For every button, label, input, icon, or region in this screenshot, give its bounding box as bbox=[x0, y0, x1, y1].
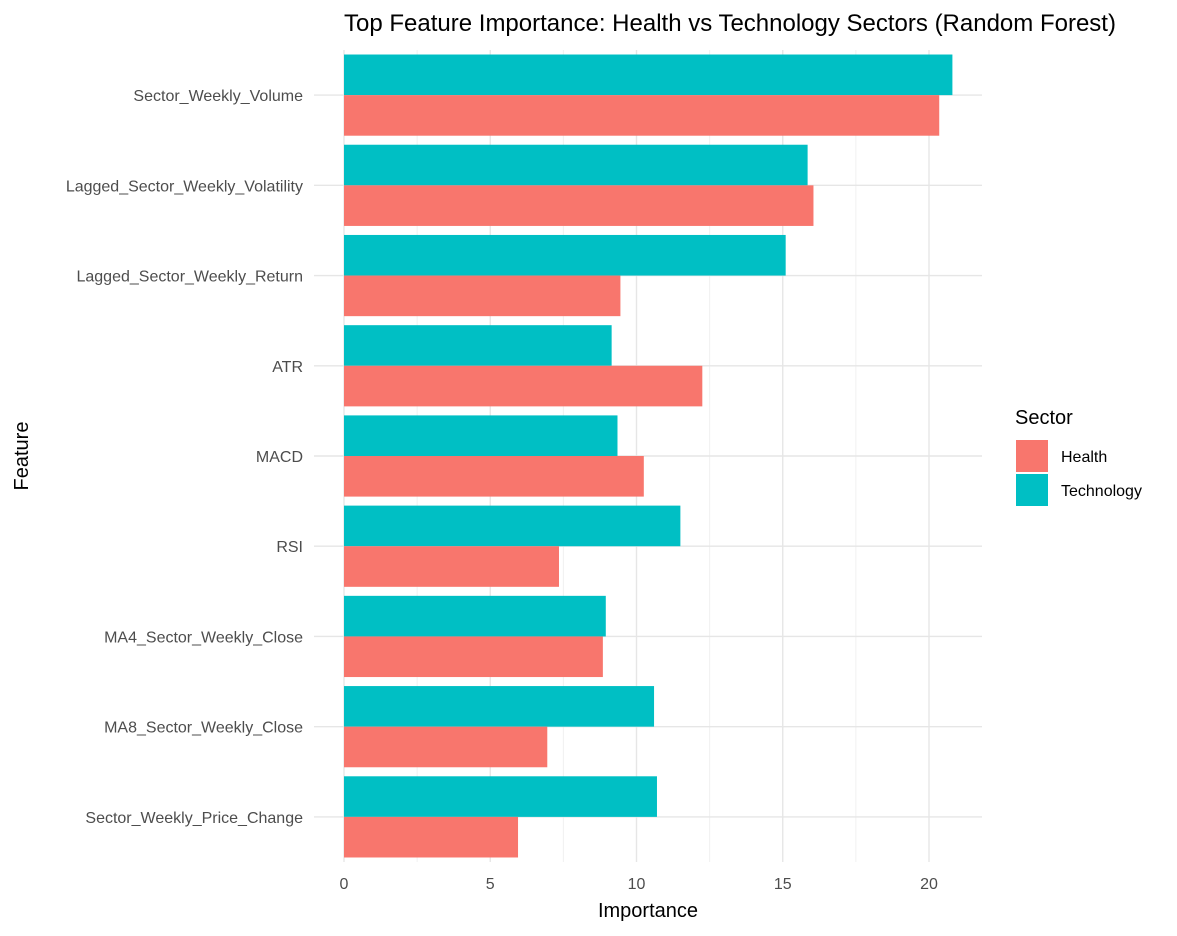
y-tick-label: Sector_Weekly_Price_Change bbox=[85, 810, 303, 827]
bar-health bbox=[344, 456, 644, 497]
legend-title: Sector bbox=[1015, 407, 1073, 429]
y-axis-title: Feature bbox=[11, 422, 33, 491]
bar-technology bbox=[344, 325, 612, 366]
x-axis-title: Importance bbox=[598, 900, 698, 922]
legend-items: Health Technology bbox=[1016, 440, 1142, 506]
x-tick-label: 5 bbox=[486, 876, 495, 893]
legend: Sector Health Technology bbox=[1015, 407, 1142, 506]
bar-health bbox=[344, 816, 519, 858]
legend-key-health bbox=[1016, 440, 1048, 472]
bar-health bbox=[344, 185, 814, 226]
bars bbox=[344, 54, 953, 858]
bar-technology bbox=[344, 595, 606, 637]
x-tick-label: 0 bbox=[340, 876, 349, 893]
bar-technology bbox=[344, 686, 655, 727]
y-tick-label: Sector_Weekly_Volume bbox=[133, 88, 303, 105]
y-tick-label: MA8_Sector_Weekly_Close bbox=[104, 720, 303, 737]
bar-technology bbox=[344, 505, 681, 547]
y-tick-label: RSI bbox=[276, 539, 303, 556]
legend-label-technology: Technology bbox=[1061, 483, 1142, 500]
y-tick-label: MACD bbox=[256, 449, 303, 466]
bar-technology bbox=[344, 234, 786, 276]
y-tick-label: Lagged_Sector_Weekly_Volatility bbox=[66, 178, 303, 195]
x-tick-label: 20 bbox=[920, 876, 938, 893]
bar-technology bbox=[344, 54, 953, 96]
chart-title: Top Feature Importance: Health vs Techno… bbox=[344, 10, 1116, 37]
bar-health bbox=[344, 726, 548, 768]
y-tick-label: ATR bbox=[272, 359, 303, 376]
y-tick-label: MA4_Sector_Weekly_Close bbox=[104, 629, 303, 646]
y-axis-tick-labels: Sector_Weekly_Volume Lagged_Sector_Weekly… bbox=[66, 88, 303, 827]
bar-health bbox=[344, 546, 559, 587]
x-tick-label: 15 bbox=[774, 876, 792, 893]
bar-technology bbox=[344, 144, 808, 186]
bar-technology bbox=[344, 415, 618, 456]
bar-technology bbox=[344, 776, 657, 817]
x-tick-label: 10 bbox=[628, 876, 646, 893]
y-tick-label: Lagged_Sector_Weekly_Return bbox=[76, 269, 303, 286]
bar-health bbox=[344, 636, 603, 678]
legend-key-technology bbox=[1016, 474, 1048, 506]
legend-label-health: Health bbox=[1061, 449, 1107, 466]
bar-health bbox=[344, 95, 940, 136]
bar-health bbox=[344, 275, 621, 317]
bar-health bbox=[344, 365, 703, 407]
x-axis-tick-labels: 0 5 10 15 20 bbox=[340, 876, 938, 893]
